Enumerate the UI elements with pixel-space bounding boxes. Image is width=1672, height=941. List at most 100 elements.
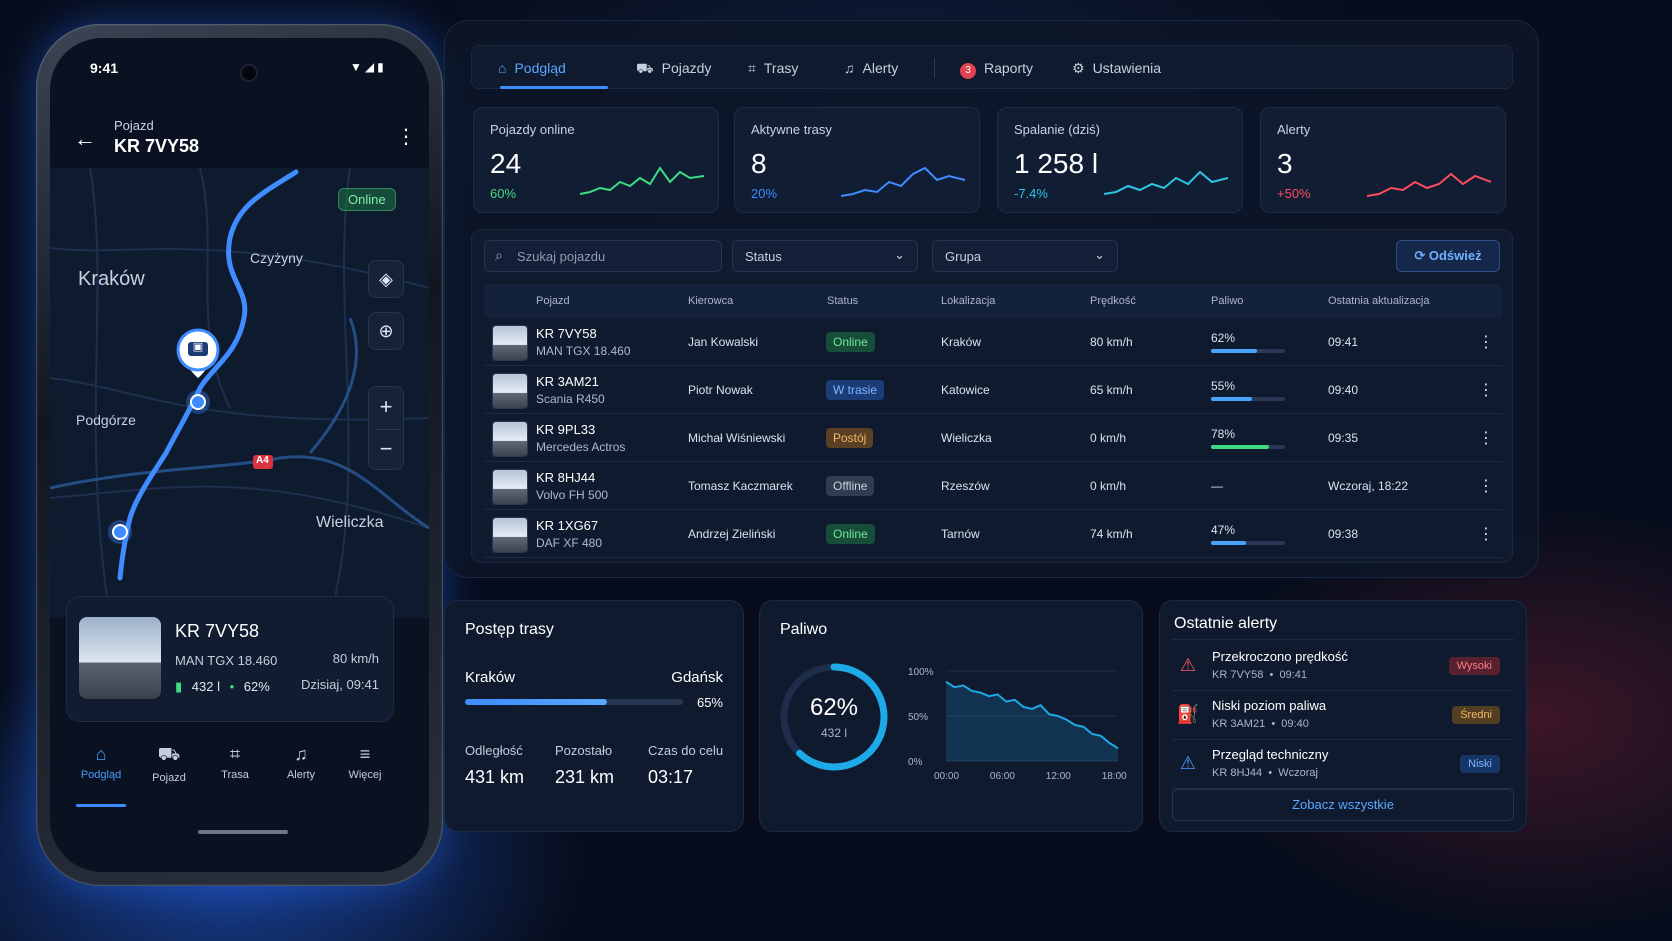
phone-screen: 9:41 ▼◢▮ ← Pojazd KR 7VY58 ⋮ — [50, 38, 429, 872]
table-row[interactable]: KR 9PL33 Mercedes Actros Michał Wiśniews… — [484, 414, 1502, 462]
truck-thumbnail — [492, 373, 528, 409]
column-header[interactable]: Paliwo — [1211, 295, 1244, 307]
layers-icon[interactable]: ◈ — [368, 260, 404, 298]
recent-alerts-card: Ostatnie alerty ⚠ Przekroczono prędkość … — [1159, 600, 1527, 832]
fuel-cell: 78% — [1211, 414, 1285, 462]
kpi-label: Pojazdy online — [490, 122, 575, 137]
driver-name: Michał Wiśniewski — [688, 431, 786, 445]
truck-marker-icon[interactable]: ▣ — [192, 341, 204, 353]
alert-item[interactable]: ⚠ Przekroczono prędkość KR 7VY58 • 09:41… — [1172, 643, 1514, 691]
gear-icon: ⚙ — [1072, 60, 1085, 76]
search-input[interactable] — [517, 245, 713, 267]
nav-label: Więcej — [348, 769, 382, 781]
alert-vehicle: KR 3AM21 — [1212, 718, 1266, 730]
kpi-card-routes[interactable]: Aktywne trasy 8 20% — [734, 107, 980, 213]
map-view[interactable]: Online Kraków Czyżyny Podgórze Wieliczka… — [50, 168, 429, 618]
vehicle-cell: KR 1XG67 DAF XF 480 — [536, 510, 602, 558]
truck-thumbnail — [492, 325, 528, 361]
status-select[interactable]: Status ⌄ — [732, 240, 918, 272]
car-icon: ⛟ — [636, 60, 654, 76]
kpi-value: 3 — [1277, 148, 1293, 179]
nav-item-more[interactable]: ≡ Więcej — [330, 744, 400, 781]
nav-label: Pojazd — [152, 772, 186, 784]
nav-active-indicator — [76, 804, 126, 807]
tab-overview[interactable]: ⌂ Podgląd — [498, 46, 566, 90]
vehicle-plate: KR 7VY58 — [536, 326, 597, 341]
tab-bar: ⌂ Podgląd ⛟ Pojazdy ⌗ Trasy ♫ Alerty 3 Raport… — [471, 45, 1513, 89]
column-header[interactable]: Status — [827, 295, 859, 307]
table-row[interactable]: KR 1XG67 DAF XF 480 Andrzej Zieliński On… — [484, 510, 1502, 558]
row-menu-icon[interactable]: ⋮ — [1478, 430, 1494, 447]
alert-title: Niski poziom paliwa — [1212, 698, 1327, 713]
kpi-delta: 20% — [751, 186, 778, 201]
tab-label: Alerty — [862, 60, 899, 76]
truck-photo — [79, 617, 161, 699]
table-row[interactable]: KR 7VY58 MAN TGX 18.460 Jan Kowalski Onl… — [484, 318, 1502, 366]
zoom-in-button[interactable]: + — [379, 394, 393, 419]
chevron-down-icon: ⌄ — [894, 247, 905, 262]
location-cell: Katowice — [941, 366, 990, 414]
table-row[interactable]: KR 3AM21 Scania R450 Piotr Nowak W trasi… — [484, 366, 1502, 414]
updated-value: 09:41 — [1328, 335, 1359, 349]
camera-icon — [240, 64, 258, 82]
row-menu-icon[interactable]: ⋮ — [1478, 334, 1494, 351]
row-menu-icon[interactable]: ⋮ — [1478, 478, 1494, 495]
refresh-button[interactable]: ⟳ Odśwież — [1396, 240, 1500, 272]
nav-item-vehicle[interactable]: ⛟ Pojazd — [134, 744, 204, 784]
vehicle-card-fuel: ▮ 432 l • 62% — [175, 679, 270, 695]
back-arrow-icon[interactable]: ← — [74, 126, 96, 151]
fuel-bar — [1211, 397, 1285, 401]
zoom-out-button[interactable]: − — [379, 436, 393, 461]
alert-vehicle: KR 8HJ44 — [1212, 767, 1263, 779]
nav-item-alerts[interactable]: ♫ Alerty — [266, 744, 336, 781]
stat-value: 03:17 — [648, 767, 694, 787]
see-all-link[interactable]: Zobacz wszystkie — [1172, 789, 1514, 821]
tab-vehicles[interactable]: ⛟ Pojazdy — [636, 46, 711, 90]
column-header[interactable]: Prędkość — [1090, 295, 1136, 307]
tab-alerts[interactable]: ♫ Alerty — [844, 46, 898, 90]
warning-icon: ⚠ — [1179, 753, 1197, 773]
table-row[interactable]: KR 8HJ44 Volvo FH 500 Tomasz Kaczmarek O… — [484, 462, 1502, 510]
kpi-card-online[interactable]: Pojazdy online 24 60% — [473, 107, 719, 213]
driver-name: Tomasz Kaczmarek — [688, 479, 793, 493]
tab-settings[interactable]: ⚙ Ustawienia — [1072, 46, 1161, 90]
fuel-gauge-liters: 432 l — [820, 726, 848, 740]
vehicle-plate: KR 1XG67 — [536, 518, 599, 533]
kpi-sparkline — [841, 166, 965, 197]
tab-routes[interactable]: ⌗ Trasy — [748, 46, 798, 90]
kpi-card-fuel[interactable]: Spalanie (dziś) 1 258 l -7.4% — [997, 107, 1243, 213]
group-select[interactable]: Grupa ⌄ — [932, 240, 1118, 272]
fuel-bar — [1211, 541, 1285, 545]
vehicle-card[interactable]: KR 7VY58 MAN TGX 18.460 80 km/h ▮ 432 l … — [66, 596, 394, 722]
kpi-delta: 60% — [490, 186, 517, 201]
x-tick-label: 06:00 — [990, 771, 1015, 782]
updated-value: 09:35 — [1328, 431, 1359, 445]
kpi-sparkline — [1367, 172, 1491, 197]
vehicle-model: Mercedes Actros — [536, 440, 626, 454]
locate-icon[interactable]: ⊕ — [368, 312, 404, 350]
nav-item-route[interactable]: ⌗ Trasa — [200, 744, 270, 781]
x-tick-label: 18:00 — [1102, 771, 1127, 782]
column-header[interactable]: Lokalizacja — [941, 295, 996, 307]
nav-item-overview[interactable]: ⌂ Podgląd — [66, 744, 136, 781]
fuel-value: 78% — [1211, 427, 1236, 441]
alert-item[interactable]: ⚠ Przegląd techniczny KR 8HJ44 • Wczoraj… — [1172, 741, 1514, 789]
vehicle-plate: KR 8HJ44 — [536, 470, 596, 485]
column-header[interactable]: Kierowca — [688, 295, 734, 307]
route-progress-percent: 65% — [696, 695, 723, 710]
alert-meta: KR 3AM21 • 09:40 — [1212, 718, 1309, 730]
refresh-label: Odśwież — [1428, 248, 1482, 263]
kpi-label: Alerty — [1277, 122, 1311, 137]
row-menu-icon[interactable]: ⋮ — [1478, 526, 1494, 543]
column-header[interactable]: Ostatnia aktualizacja — [1328, 295, 1430, 307]
header-title: KR 7VY58 — [114, 136, 200, 156]
location-cell: Kraków — [941, 318, 981, 366]
tab-reports[interactable]: 3 Raporty — [960, 46, 1033, 90]
row-menu-icon[interactable]: ⋮ — [1478, 382, 1494, 399]
updated-value: 09:40 — [1328, 383, 1359, 397]
more-options-icon[interactable]: ⋮ — [396, 126, 416, 148]
column-header[interactable]: Pojazd — [536, 295, 570, 307]
alert-item[interactable]: ⛽ Niski poziom paliwa KR 3AM21 • 09:40 Ś… — [1172, 692, 1514, 740]
tab-separator — [934, 58, 935, 78]
kpi-card-alerts[interactable]: Alerty 3 +50% — [1260, 107, 1506, 213]
